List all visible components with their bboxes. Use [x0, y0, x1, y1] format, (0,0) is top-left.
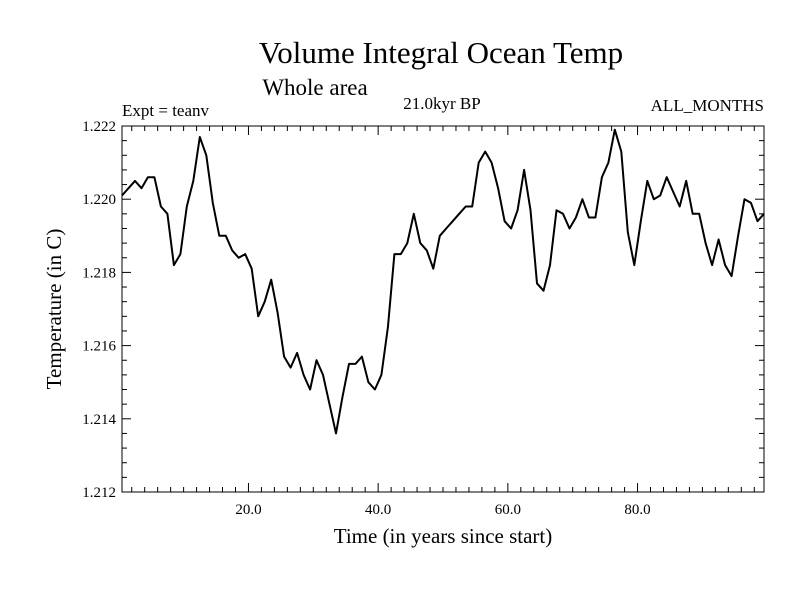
- x-tick-label: 40.0: [365, 502, 391, 518]
- x-axis-label: Time (in years since start): [334, 524, 553, 548]
- y-axis-label: Temperature (in C): [42, 229, 66, 390]
- y-tick-label: 1.218: [82, 265, 116, 281]
- experiment-label: Expt = teanv: [122, 101, 210, 120]
- y-tick-label: 1.222: [82, 119, 116, 135]
- chart-title: Volume Integral Ocean Temp: [259, 35, 623, 70]
- y-tick-label: 1.220: [82, 192, 116, 208]
- y-tick-label: 1.216: [82, 339, 116, 355]
- chart-subtitle: Whole area: [262, 75, 367, 100]
- period-label: 21.0kyr BP: [403, 94, 480, 113]
- x-tick-label: 20.0: [235, 502, 261, 518]
- y-tick-label: 1.212: [82, 485, 116, 501]
- x-tick-label: 60.0: [495, 502, 521, 518]
- months-label: ALL_MONTHS: [651, 96, 764, 115]
- x-tick-label: 80.0: [624, 502, 650, 518]
- y-tick-label: 1.214: [82, 412, 116, 428]
- series-line: [121, 128, 765, 435]
